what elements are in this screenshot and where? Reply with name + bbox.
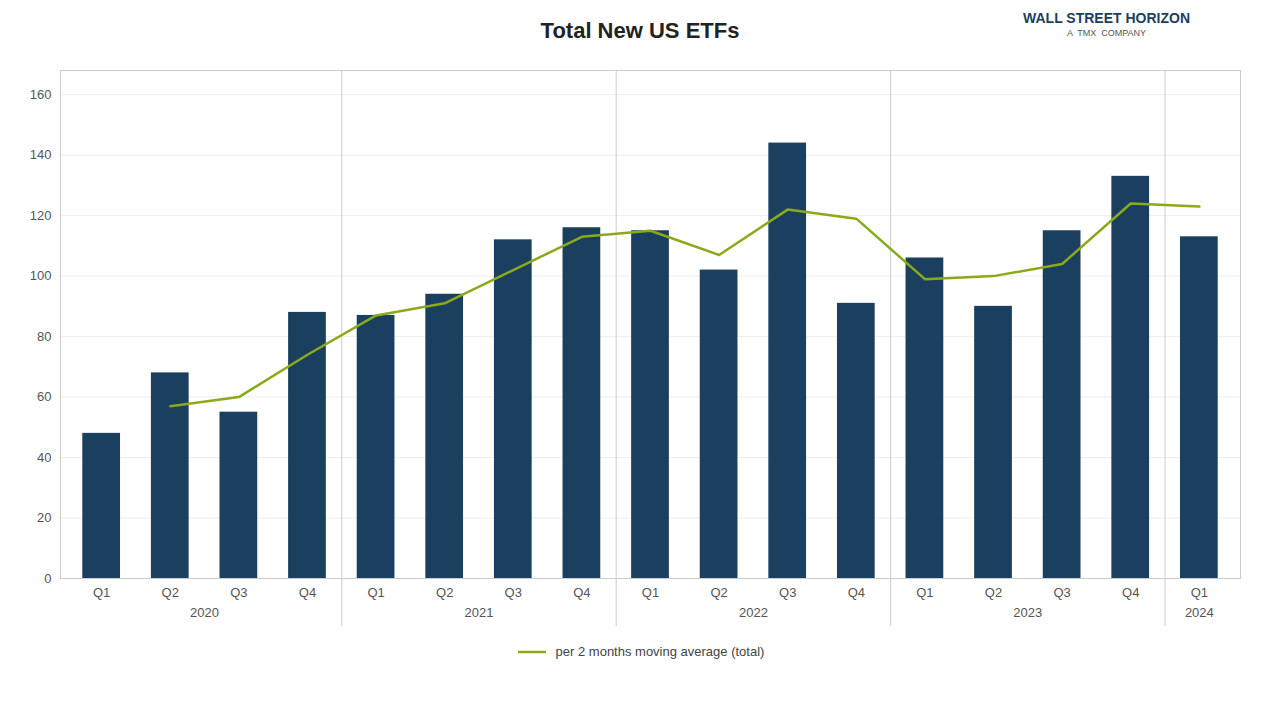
svg-text:100: 100 bbox=[30, 268, 52, 283]
svg-text:Q3: Q3 bbox=[1053, 585, 1070, 600]
svg-text:Q1: Q1 bbox=[1191, 585, 1208, 600]
svg-text:80: 80 bbox=[37, 329, 51, 344]
svg-text:Q4: Q4 bbox=[299, 585, 316, 600]
svg-text:Q3: Q3 bbox=[779, 585, 796, 600]
svg-text:2024: 2024 bbox=[1185, 605, 1214, 620]
svg-text:Q1: Q1 bbox=[642, 585, 659, 600]
svg-text:Q3: Q3 bbox=[505, 585, 522, 600]
svg-text:120: 120 bbox=[30, 208, 52, 223]
html-text:Total New US ETFs: Total New US ETFs bbox=[540, 18, 740, 43]
svg-text:Q4: Q4 bbox=[1122, 585, 1139, 600]
svg-text:20: 20 bbox=[37, 510, 51, 525]
svg-text:Q2: Q2 bbox=[162, 585, 179, 600]
svg-text:Q4: Q4 bbox=[573, 585, 590, 600]
html-text:WALL STREET HORIZON: WALL STREET HORIZON bbox=[1023, 10, 1190, 26]
svg-text:Q2: Q2 bbox=[985, 585, 1002, 600]
html-text:per 2 months moving average (t: per 2 months moving average (total) bbox=[555, 644, 765, 659]
svg-text:Q4: Q4 bbox=[848, 585, 865, 600]
svg-text:140: 140 bbox=[30, 147, 52, 162]
svg-text:Q1: Q1 bbox=[93, 585, 110, 600]
svg-text:Q2: Q2 bbox=[436, 585, 453, 600]
svg-text:2023: 2023 bbox=[1013, 605, 1042, 620]
svg-text:160: 160 bbox=[30, 87, 52, 102]
svg-text:Q1: Q1 bbox=[916, 585, 933, 600]
svg-text:Q3: Q3 bbox=[230, 585, 247, 600]
svg-text:Q1: Q1 bbox=[367, 585, 384, 600]
svg-text:60: 60 bbox=[37, 389, 51, 404]
svg-text:2022: 2022 bbox=[739, 605, 768, 620]
svg-text:2021: 2021 bbox=[465, 605, 494, 620]
svg-text:2020: 2020 bbox=[190, 605, 219, 620]
svg-text:40: 40 bbox=[37, 450, 51, 465]
svg-text:0: 0 bbox=[44, 571, 51, 586]
svg-text:Q2: Q2 bbox=[710, 585, 727, 600]
html-text:A TMX COMPANY: A TMX COMPANY bbox=[1066, 28, 1147, 38]
